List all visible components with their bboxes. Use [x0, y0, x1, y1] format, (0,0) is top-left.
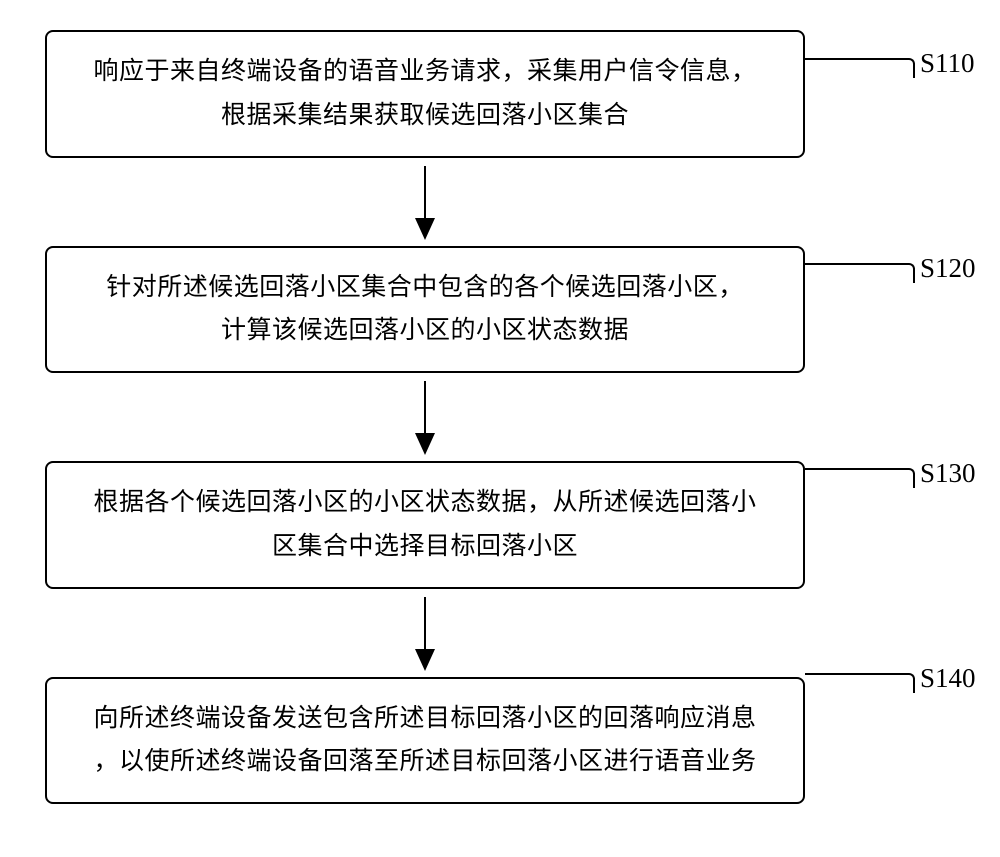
arrow-connector [45, 589, 805, 677]
arrow-line [424, 166, 427, 238]
step-box-s140: 向所述终端设备发送包含所述目标回落小区的回落响应消息 ，以使所述终端设备回落至所… [45, 677, 805, 805]
step-box-s120: 针对所述候选回落小区集合中包含的各个候选回落小区， 计算该候选回落小区的小区状态… [45, 246, 805, 374]
step-text-line: 响应于来自终端设备的语音业务请求，采集用户信令信息， [93, 50, 756, 94]
step-label-s130: S130 [920, 458, 976, 489]
step-box-s130: 根据各个候选回落小区的小区状态数据，从所述候选回落小 区集合中选择目标回落小区 [45, 461, 805, 589]
connector-line [805, 58, 915, 78]
arrow-head-icon [415, 649, 435, 671]
arrow-connector [45, 158, 805, 246]
step-text-line: 向所述终端设备发送包含所述目标回落小区的回落响应消息 [93, 697, 756, 741]
arrow-head-icon [415, 218, 435, 240]
flowchart-container: 响应于来自终端设备的语音业务请求，采集用户信令信息， 根据采集结果获取候选回落小… [45, 30, 955, 804]
connector-line [805, 673, 915, 693]
arrow-connector [45, 373, 805, 461]
step-box-s110: 响应于来自终端设备的语音业务请求，采集用户信令信息， 根据采集结果获取候选回落小… [45, 30, 805, 158]
step-label-s110: S110 [920, 48, 975, 79]
step-label-s120: S120 [920, 253, 976, 284]
step-text-line: 根据采集结果获取候选回落小区集合 [221, 94, 629, 138]
step-text-line: ，以使所述终端设备回落至所述目标回落小区进行语音业务 [93, 740, 756, 784]
arrow-line [424, 597, 427, 669]
step-text-line: 根据各个候选回落小区的小区状态数据，从所述候选回落小 [93, 481, 756, 525]
step-text-line: 区集合中选择目标回落小区 [272, 525, 578, 569]
step-text-line: 针对所述候选回落小区集合中包含的各个候选回落小区， [106, 266, 744, 310]
arrow-line [424, 381, 427, 453]
step-label-s140: S140 [920, 663, 976, 694]
connector-line [805, 468, 915, 488]
step-text-line: 计算该候选回落小区的小区状态数据 [221, 309, 629, 353]
connector-line [805, 263, 915, 283]
arrow-head-icon [415, 433, 435, 455]
